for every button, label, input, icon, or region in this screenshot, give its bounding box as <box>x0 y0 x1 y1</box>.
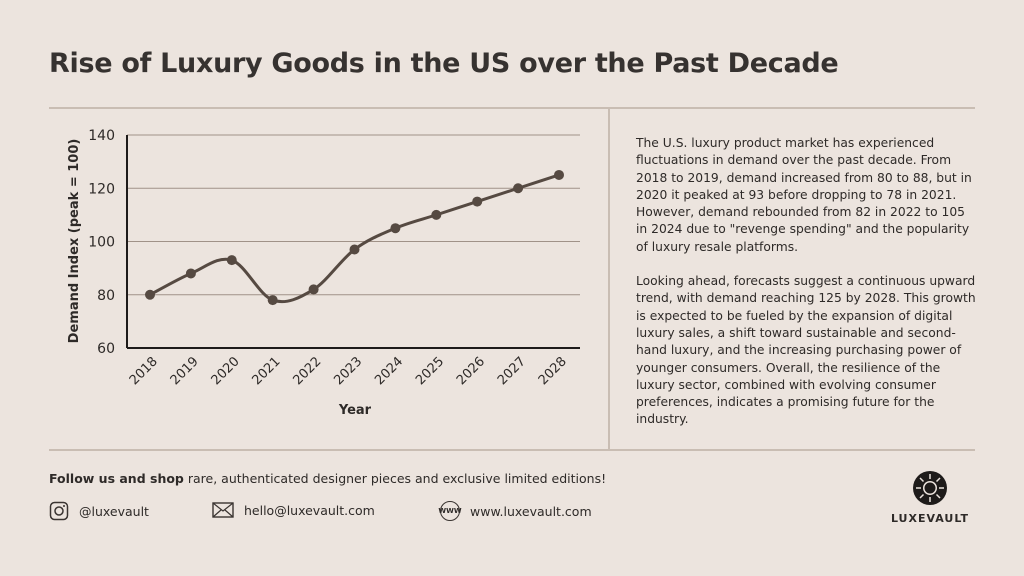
website-link[interactable]: WWW www.luxevault.com <box>438 501 592 521</box>
mail-icon <box>212 502 234 518</box>
data-point <box>267 295 278 306</box>
x-tick-label: 2021 <box>250 354 284 388</box>
data-point <box>513 183 524 194</box>
x-tick-label: 2022 <box>290 354 324 388</box>
brand-name: LUXEVAULT <box>890 512 970 525</box>
x-tick-label: 2018 <box>127 354 161 388</box>
series-line <box>149 173 560 304</box>
footer-tagline: Follow us and shop rare, authenticated d… <box>49 471 606 486</box>
y-axis-label: Demand Index (peak = 100) <box>67 139 82 344</box>
x-tick-label: 2027 <box>495 354 529 388</box>
data-point <box>472 196 483 207</box>
data-point <box>185 268 196 279</box>
data-point <box>390 223 401 234</box>
data-point <box>349 244 360 255</box>
y-tick-label: 100 <box>88 235 115 251</box>
data-point <box>308 284 319 295</box>
description-paragraph: Looking ahead, forecasts suggest a conti… <box>636 274 976 427</box>
instagram-link[interactable]: @luxevault <box>49 501 149 521</box>
x-tick-label: 2026 <box>454 354 488 388</box>
website-url: www.luxevault.com <box>470 503 592 519</box>
description: The U.S. luxury product market has exper… <box>636 135 976 446</box>
divider-vertical <box>608 108 610 449</box>
divider-bottom <box>49 449 975 451</box>
x-tick-label: 2023 <box>331 354 365 388</box>
x-tick-label: 2019 <box>168 354 202 388</box>
data-point <box>145 289 155 300</box>
y-tick-label: 80 <box>97 288 115 304</box>
data-point <box>431 209 442 220</box>
email-address: hello@luxevault.com <box>244 502 375 518</box>
tagline-rest: rare, authenticated designer pieces and … <box>183 471 607 486</box>
y-tick-label: 140 <box>88 128 115 144</box>
page-title: Rise of Luxury Goods in the US over the … <box>49 48 839 79</box>
instagram-icon <box>49 501 69 521</box>
divider-top <box>49 107 975 109</box>
data-point <box>554 169 564 180</box>
globe-icon: WWW <box>438 501 462 521</box>
x-tick-label: 2024 <box>372 354 406 388</box>
x-tick-label: 2028 <box>536 354 570 388</box>
x-tick-label: 2020 <box>209 354 243 388</box>
brand-logo: LUXEVAULT <box>884 470 976 525</box>
data-point <box>226 255 237 266</box>
description-paragraph: The U.S. luxury product market has exper… <box>636 136 972 254</box>
email-link[interactable]: hello@luxevault.com <box>212 501 375 519</box>
x-tick-label: 2025 <box>413 354 447 388</box>
y-tick-label: 120 <box>88 181 115 197</box>
y-tick-label: 60 <box>97 341 115 357</box>
sun-logo-icon <box>913 471 947 505</box>
x-axis-label: Year <box>338 403 372 418</box>
instagram-handle: @luxevault <box>79 503 149 519</box>
tagline-bold: Follow us and shop <box>49 471 184 486</box>
